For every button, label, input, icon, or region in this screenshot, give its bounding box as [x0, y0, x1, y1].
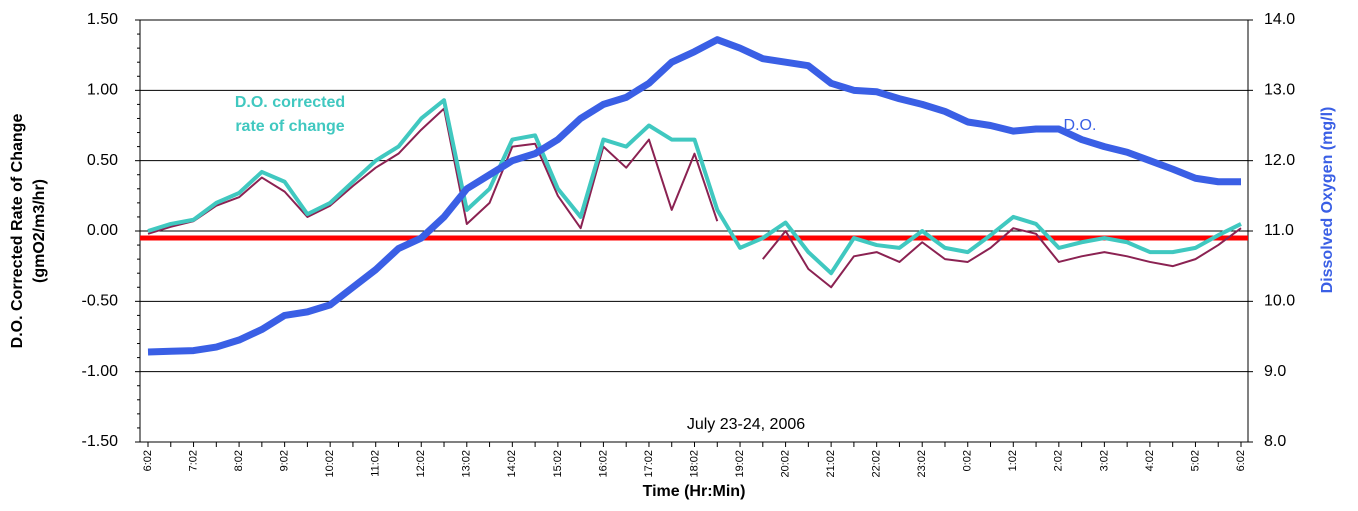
series-line [147, 107, 1242, 289]
y-tick-label: -1.00 [82, 363, 119, 380]
x-tick-label: 0:02 [962, 450, 974, 471]
y-tick-label: 1.00 [87, 82, 118, 99]
x-tick-label: 20:02 [779, 450, 791, 478]
x-tick-label: 6:02 [1235, 450, 1247, 471]
x-tick-label: 10:02 [324, 450, 336, 478]
x-tick-label: 15:02 [552, 450, 564, 478]
y-axis-title: (gmO2/m3/hr) [31, 179, 48, 283]
y-tick-label: 0.50 [87, 152, 118, 169]
annotation: rate of change [235, 118, 344, 135]
y-axis-title: D.O. Corrected Rate of Change [9, 114, 26, 349]
y-tick-label: -1.50 [82, 433, 119, 450]
y-tick-label: -0.50 [82, 293, 119, 310]
y2-tick-label: 13.0 [1264, 82, 1295, 99]
x-tick-label: 1:02 [1007, 450, 1019, 471]
y2-axis-title: Dissolved Oxygen (mg/l) [1319, 107, 1336, 294]
x-tick-label: 17:02 [643, 450, 655, 478]
y2-tick-label: 9.0 [1264, 363, 1286, 380]
x-tick-label: 4:02 [1144, 450, 1156, 471]
y-tick-label: 0.00 [87, 222, 118, 239]
annotation: D.O. [1064, 117, 1097, 134]
x-tick-label: 18:02 [688, 450, 700, 478]
x-tick-label: 11:02 [370, 450, 382, 477]
y2-tick-label: 14.0 [1264, 11, 1295, 28]
x-tick-label: 2:02 [1053, 450, 1065, 471]
series-line [147, 36, 1241, 356]
y-tick-label: 1.50 [87, 11, 118, 28]
annotation: D.O. corrected [235, 94, 345, 111]
y2-tick-label: 8.0 [1264, 433, 1286, 450]
x-tick-label: 22:02 [871, 450, 883, 478]
x-tick-label: 7:02 [187, 450, 199, 471]
x-tick-label: 21:02 [825, 450, 837, 478]
x-tick-label: 14:02 [506, 450, 518, 478]
x-tick-label: 8:02 [233, 450, 245, 471]
y2-tick-label: 12.0 [1264, 152, 1295, 169]
y2-tick-label: 10.0 [1264, 293, 1295, 310]
x-tick-label: 19:02 [734, 450, 746, 478]
x-tick-label: 16:02 [597, 450, 609, 478]
series-line [147, 98, 1242, 276]
x-tick-label: 12:02 [415, 450, 427, 478]
annotation: July 23-24, 2006 [687, 416, 805, 433]
x-tick-label: 3:02 [1098, 450, 1110, 471]
x-axis-title: Time (Hr:Min) [643, 483, 746, 500]
x-tick-label: 23:02 [916, 450, 928, 478]
x-tick-label: 13:02 [461, 450, 473, 478]
x-tick-label: 6:02 [142, 450, 154, 471]
x-tick-label: 9:02 [279, 450, 291, 471]
x-tick-label: 5:02 [1189, 450, 1201, 471]
y2-tick-label: 11.0 [1264, 222, 1294, 239]
